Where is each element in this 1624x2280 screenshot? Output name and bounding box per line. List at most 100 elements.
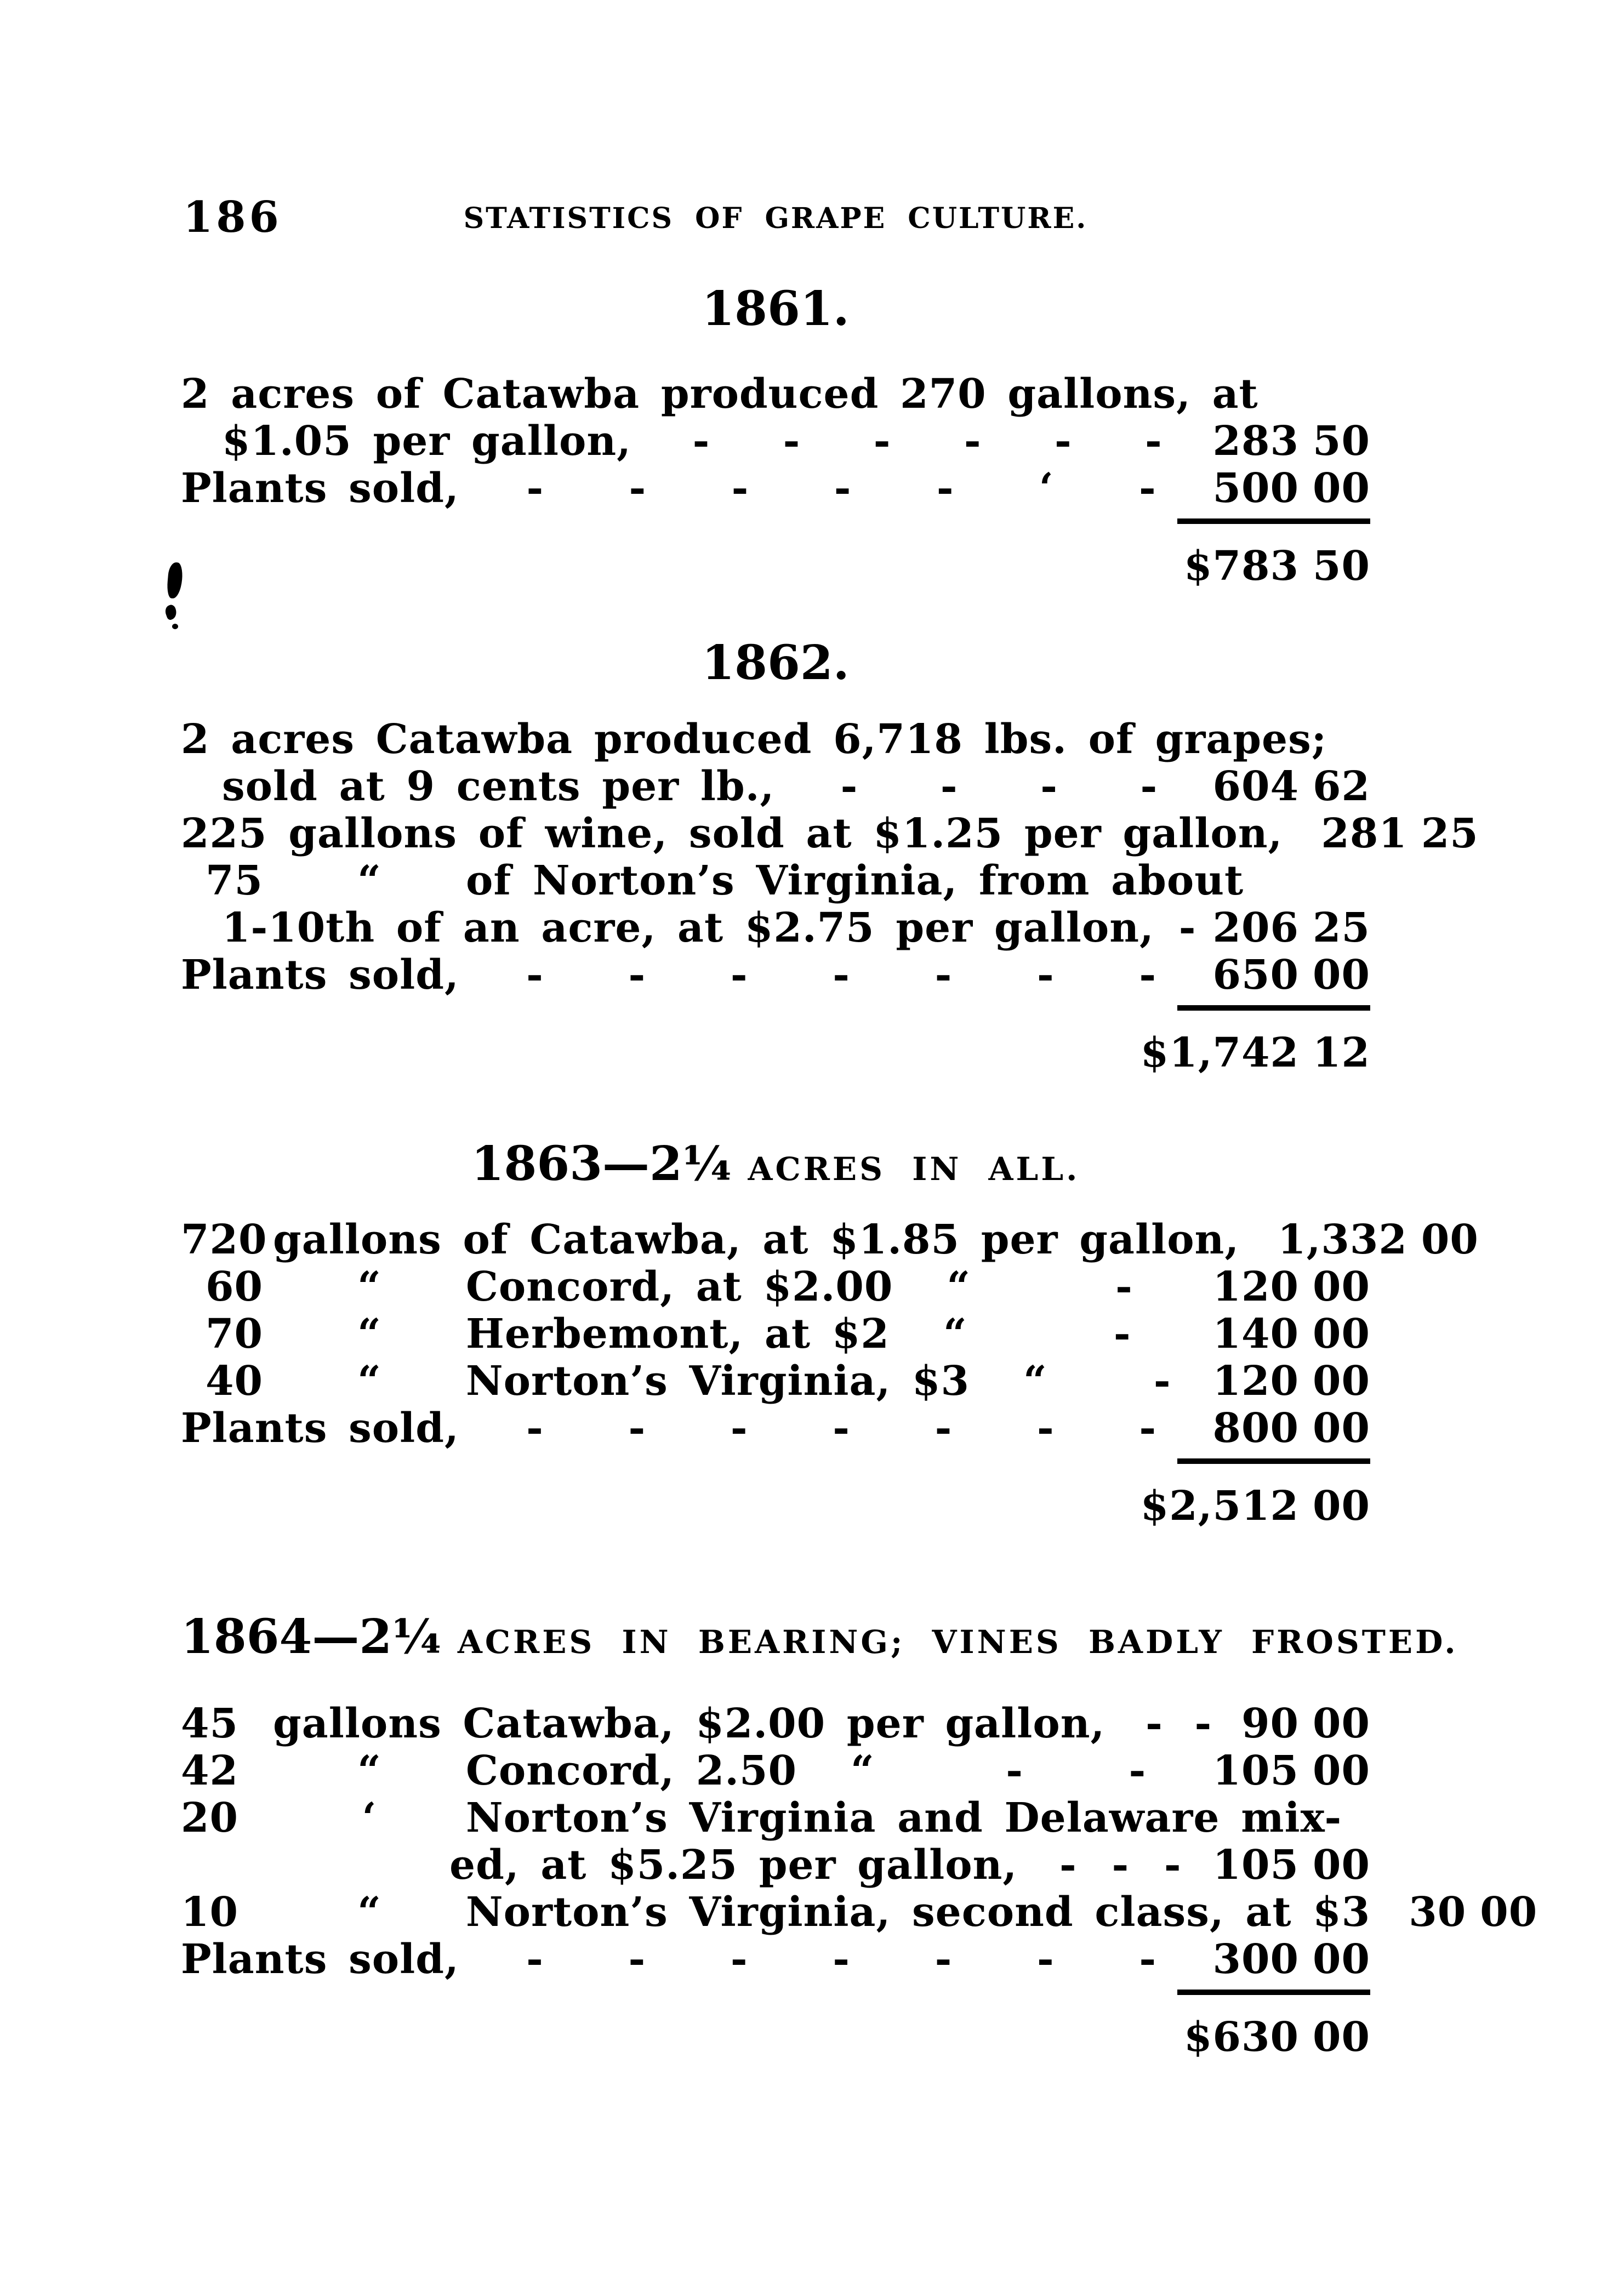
amount: 105 00	[1213, 1842, 1370, 1889]
section-total: $1,742 12	[181, 1029, 1370, 1076]
section-1861: 1861. 2 acres of Catawba produced 270 ga…	[181, 282, 1370, 590]
leader-dashes: -·	[1178, 904, 1199, 951]
ledger-line: 40 “ Norton’s Virginia, $3 “ - 120 00	[181, 1358, 1370, 1405]
amount: 30 00	[1409, 1889, 1537, 1936]
amount-cents: 00	[1313, 1936, 1370, 1983]
ledger-line: 10 “ Norton’s Virginia, second class, at…	[181, 1889, 1537, 1936]
amount: 90 00	[1241, 1700, 1370, 1747]
section-heading: 1861.	[181, 282, 1370, 337]
amount-cents: 00	[1313, 1405, 1370, 1452]
ditto-mark: “	[357, 1747, 381, 1794]
line-text: 2 acres of Catawba produced 270 gallons,…	[181, 371, 1258, 418]
ledger-line: 1-10th of an acre, at $2.75 per gallon, …	[181, 904, 1370, 951]
amount-cents: 00	[1313, 465, 1370, 512]
section-heading: 1864—2¼ ACRES IN BEARING; VINES BADLY FR…	[181, 1609, 1456, 1669]
amount-dollars: 650	[1212, 951, 1299, 999]
quantity: 75	[206, 857, 263, 904]
quantity: 60	[206, 1263, 263, 1310]
ledger-line: 42 “ Concord, 2.50 “ -- 105 00	[181, 1747, 1370, 1794]
section-1863: 1863—2¼ ACRES IN ALL. 720 gallons of Cat…	[181, 1137, 1478, 1530]
quantity: 20	[181, 1794, 238, 1842]
amount-dollars: 604	[1212, 763, 1299, 810]
total-dollars: $2,512	[1140, 1483, 1299, 1530]
line-text: Concord, 2.50	[466, 1747, 797, 1794]
section-total: $2,512 00	[181, 1483, 1370, 1530]
amount-cents: 25	[1421, 810, 1479, 857]
ditto-mark: “	[357, 857, 381, 904]
total-rule	[1177, 1005, 1370, 1011]
total-rule	[1177, 518, 1370, 524]
amount: 604 62	[1213, 763, 1370, 810]
line-text: gallons of Catawba, at $1.85 per gallon,	[273, 1216, 1240, 1263]
leader-dashes: --	[1006, 1747, 1147, 1794]
amount: 500 00	[1213, 465, 1370, 512]
line-text: ed, at $5.25 per gallon,	[449, 1842, 1018, 1889]
section-year: 1864—2¼	[181, 1609, 441, 1665]
ledger-line: 720 gallons of Catawba, at $1.85 per gal…	[181, 1216, 1478, 1263]
quantity: 40	[206, 1358, 263, 1405]
total-cents: 12	[1313, 1029, 1370, 1076]
amount: 140 00	[1213, 1310, 1370, 1358]
line-text: Norton’s Virginia, second class, at $3	[466, 1889, 1371, 1936]
section-total: $630 00	[181, 2014, 1370, 2061]
page-number: 186	[183, 192, 282, 242]
amount-dollars: 30	[1409, 1889, 1467, 1936]
section-heading: 1862.	[181, 636, 1370, 691]
total-cents: 00	[1313, 2014, 1370, 2061]
ditto-mark-2: “	[851, 1747, 875, 1794]
amount: 105 00	[1213, 1747, 1370, 1794]
total-amount: $630 00	[1184, 2014, 1370, 2061]
ditto-mark: ‘	[362, 1794, 377, 1842]
line-text: Plants sold,	[181, 951, 459, 999]
total-dollars: $1,742	[1140, 1029, 1299, 1076]
amount: 300 00	[1213, 1936, 1370, 1983]
ink-blot-main	[166, 561, 184, 600]
ledger-line: 225 gallons of wine, sold at $1.25 per g…	[181, 810, 1478, 857]
leader-dashes: -	[1153, 1358, 1171, 1405]
line-text: Plants sold,	[181, 1936, 459, 1983]
line-text: Plants sold,	[181, 465, 459, 512]
amount-dollars: 140	[1212, 1310, 1299, 1358]
leader-dashes: -------	[526, 951, 1157, 999]
ledger-line: 20 ‘ Norton’s Virginia and Delaware mix-	[181, 1794, 1370, 1842]
line-text: 1-10th of an acre, at $2.75 per gallon,	[222, 904, 1154, 951]
amount-dollars: 105	[1212, 1747, 1299, 1794]
amount-dollars: 206	[1212, 904, 1299, 951]
ledger-line: Plants sold, ------- 650 00	[181, 951, 1370, 999]
section-year: 1862.	[702, 635, 850, 691]
quantity: 45	[181, 1700, 238, 1747]
line-text: 2 acres Catawba produced 6,718 lbs. of g…	[181, 716, 1327, 763]
section-heading: 1863—2¼ ACRES IN ALL.	[181, 1137, 1370, 1196]
line-text: gallons Catawba, $2.00 per gallon,	[273, 1700, 1106, 1747]
line-text: Concord, at $2.00	[466, 1263, 893, 1310]
line-text: Norton’s Virginia, $3	[466, 1358, 970, 1405]
line-text: sold at 9 cents per lb.,	[222, 763, 775, 810]
amount-cents: 00	[1313, 951, 1370, 999]
section-subtitle: ACRES IN ALL.	[748, 1150, 1080, 1188]
ditto-mark: “	[357, 1310, 381, 1358]
leader-dashes: -------	[526, 1936, 1157, 1983]
ink-blot-dot	[172, 624, 178, 629]
leader-dashes: ------	[692, 418, 1163, 465]
running-title: STATISTICS OF GRAPE CULTURE.	[463, 202, 1088, 235]
amount-dollars: 90	[1241, 1700, 1299, 1747]
line-text: $1.05 per gallon,	[222, 418, 631, 465]
amount-cents: 00	[1313, 1700, 1370, 1747]
amount-cents: 00	[1313, 1263, 1370, 1310]
leader-dashes: -------	[526, 1405, 1157, 1452]
amount: 283 50	[1213, 418, 1370, 465]
ledger-line: ed, at $5.25 per gallon, --- 105 00	[181, 1842, 1370, 1889]
line-text: of Norton’s Virginia, from about	[466, 857, 1244, 904]
total-cents: 00	[1313, 1483, 1370, 1530]
amount: 1,332 00	[1278, 1216, 1479, 1263]
amount-cents: 50	[1313, 418, 1370, 465]
ink-blot-comma	[163, 603, 179, 621]
ditto-mark: “	[357, 1358, 381, 1405]
section-1862: 1862. 2 acres Catawba produced 6,718 lbs…	[181, 636, 1478, 1077]
ledger-line: 45 gallons Catawba, $2.00 per gallon, --…	[181, 1700, 1370, 1747]
ledger-line: 60 “ Concord, at $2.00 “ - 120 00	[181, 1263, 1370, 1310]
ledger-line: $1.05 per gallon, ------ 283 50	[181, 418, 1370, 465]
amount-cents: 62	[1313, 763, 1370, 810]
ledger-line: 2 acres Catawba produced 6,718 lbs. of g…	[181, 716, 1370, 763]
total-dollars: $630	[1184, 2014, 1299, 2061]
